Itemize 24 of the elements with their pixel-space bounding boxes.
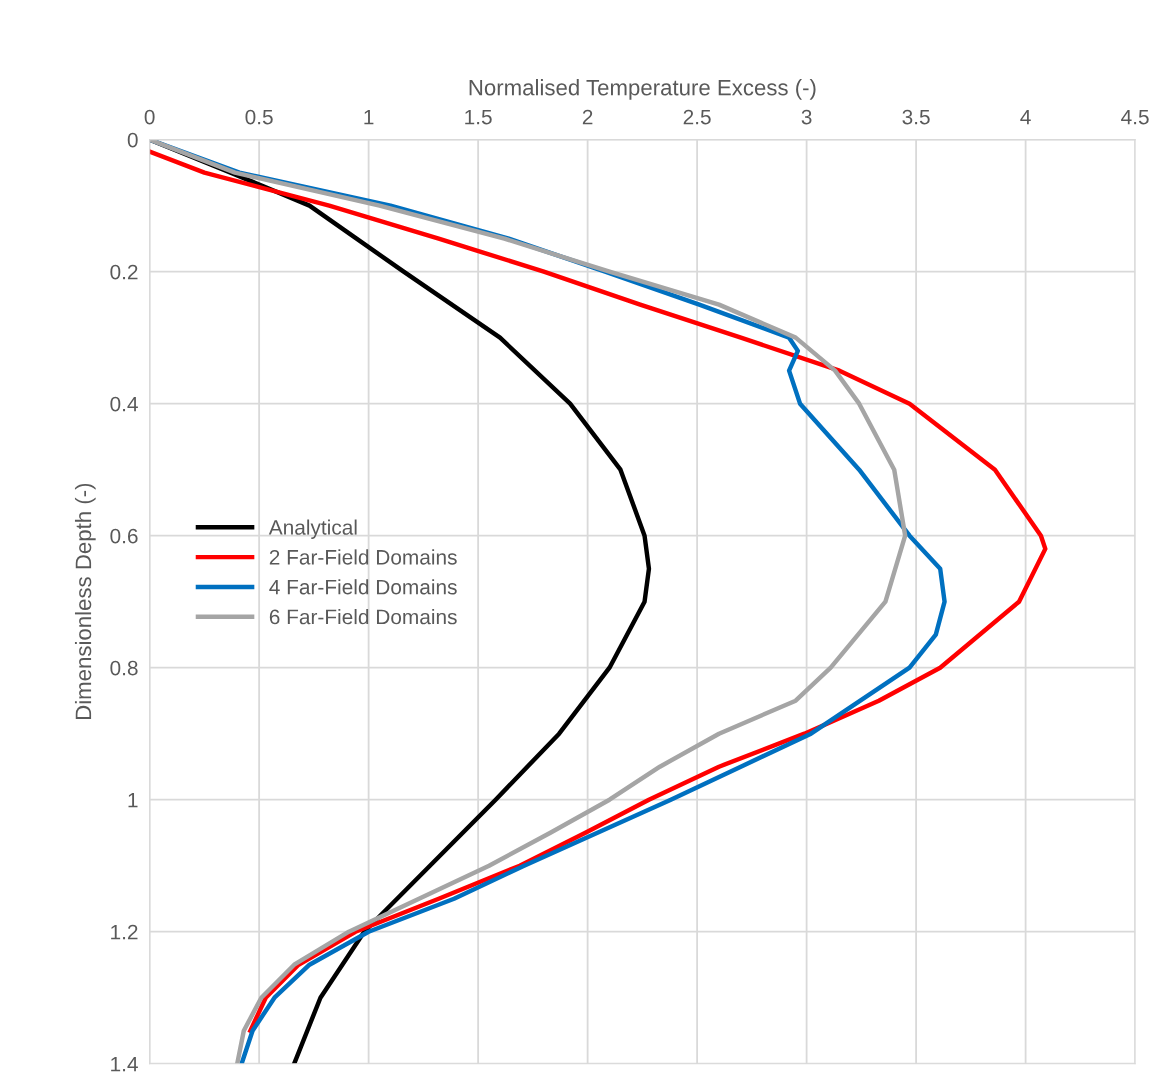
y-tick-label: 0 <box>127 132 138 148</box>
x-tick-label: 0 <box>144 109 155 125</box>
x-tick-label: 2 <box>582 109 593 125</box>
legend-label: 2 Far-Field Domains <box>269 549 457 565</box>
y-tick-label: 1.2 <box>111 924 138 940</box>
legend-label: 4 Far-Field Domains <box>269 579 457 595</box>
y-tick-label: 0.6 <box>110 528 138 544</box>
x-tick-label: 4 <box>1020 109 1031 125</box>
x-tick-label: 1.5 <box>465 109 492 125</box>
x-tick-label: 3 <box>801 109 812 125</box>
legend-label: Analytical <box>268 519 357 539</box>
x-tick-label: 2.5 <box>683 109 711 125</box>
x-tick-label: 1 <box>364 109 374 125</box>
legend-label: 6 Far-Field Domains <box>269 609 457 625</box>
y-tick-label: 0.2 <box>110 264 138 280</box>
y-tick-label: 0.8 <box>110 660 138 676</box>
y-tick-label: 1.4 <box>111 1056 138 1072</box>
y-axis-title: Dimensionless Depth (-) <box>74 483 96 720</box>
x-tick-label: 4.5 <box>1121 109 1149 125</box>
x-tick-label: 3.5 <box>902 109 930 125</box>
x-tick-label: 0.5 <box>245 109 273 125</box>
y-tick-label: 1 <box>128 792 138 808</box>
x-axis-title: Normalised Temperature Excess (-) <box>469 79 816 100</box>
y-tick-label: 0.4 <box>110 396 138 412</box>
